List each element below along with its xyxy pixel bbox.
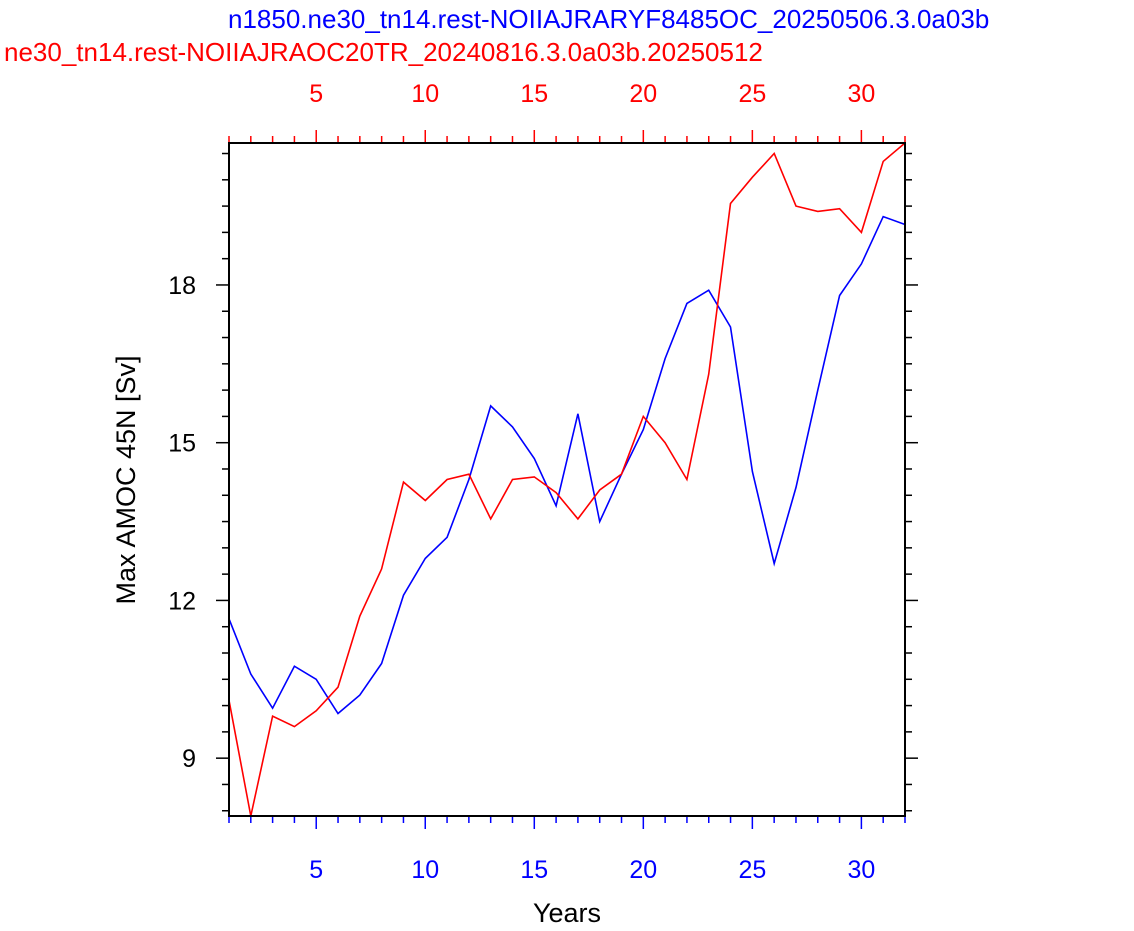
y-tick-label: 9 [182, 745, 196, 773]
y-tick-label: 18 [168, 272, 196, 300]
plot-frame [228, 142, 906, 817]
y-tick-label: 15 [168, 430, 196, 458]
x-tick-label-top: 25 [738, 80, 766, 108]
x-tick-label-top: 5 [309, 80, 323, 108]
x-tick-label-bottom: 25 [738, 856, 766, 884]
x-tick-label-bottom: 10 [411, 856, 439, 884]
x-tick-label-bottom: 15 [520, 856, 548, 884]
x-tick-label-bottom: 20 [629, 856, 657, 884]
blue-series-line [228, 215, 906, 715]
x-tick-label-bottom: 5 [309, 856, 323, 884]
tick-labels-layer: 5 10 15 20 25 30 5 10 15 20 25 30 9 12 15 18 [168, 80, 875, 884]
x-axis-label: Years [533, 898, 601, 928]
x-tick-label-top: 15 [520, 80, 548, 108]
y-tick-label: 12 [168, 587, 196, 615]
x-tick-label-top: 20 [629, 80, 657, 108]
chart-title-bottom: ne30_tn14.rest-NOIIAJRAOC20TR_20240816.3… [4, 37, 763, 67]
red-series-line [228, 142, 906, 817]
x-tick-label-top: 10 [411, 80, 439, 108]
chart-title-top: n1850.ne30_tn14.rest-NOIIAJRARYF8485OC_2… [228, 4, 989, 34]
x-tick-label-bottom: 30 [847, 856, 875, 884]
ticks-layer [216, 130, 918, 829]
x-tick-label-top: 30 [847, 80, 875, 108]
y-axis-label: Max AMOC 45N [Sv] [111, 355, 141, 604]
series-layer [228, 142, 906, 817]
